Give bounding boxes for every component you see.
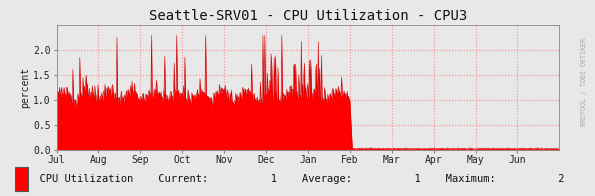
Text: RRDTOOL / TOBI OETIKER: RRDTOOL / TOBI OETIKER bbox=[581, 38, 587, 126]
Title: Seattle-SRV01 - CPU Utilization - CPU3: Seattle-SRV01 - CPU Utilization - CPU3 bbox=[149, 9, 467, 23]
Y-axis label: percent: percent bbox=[21, 67, 30, 108]
Text: CPU Utilization    Current:          1    Average:          1    Maximum:       : CPU Utilization Current: 1 Average: 1 Ma… bbox=[27, 174, 564, 184]
Bar bbox=[15, 167, 28, 191]
